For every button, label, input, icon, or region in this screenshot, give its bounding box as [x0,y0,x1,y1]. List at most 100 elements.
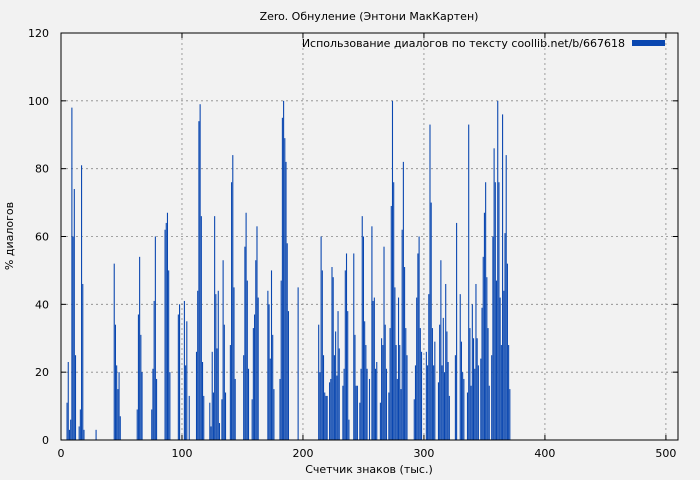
bar [164,229,166,440]
bar [273,389,275,440]
bar [343,368,345,440]
bar [359,402,361,440]
bar [247,368,250,440]
bar [287,311,289,440]
bar [188,395,190,440]
bar [345,253,348,440]
bar [509,389,511,440]
bar [443,372,446,440]
bar [433,365,435,440]
bar [487,328,489,440]
bar [232,155,234,440]
bar [222,260,224,440]
bar [425,351,427,440]
bar [491,355,493,440]
bar [179,304,181,440]
bar [440,260,442,440]
bar [331,267,333,440]
bar [66,402,68,440]
bar [324,392,326,440]
bar [477,365,479,440]
bar [186,321,188,440]
bar [78,426,80,440]
bar [347,311,349,440]
bar [332,277,334,440]
bar [246,280,248,440]
bar [322,355,325,440]
bar [221,399,223,440]
bar [231,182,233,440]
bar [430,202,432,440]
bar [153,300,155,440]
bar [385,368,387,440]
bar [210,426,212,440]
bar [325,395,327,440]
bar [406,355,408,440]
bar [460,341,462,440]
bar [70,419,72,440]
bar [330,378,332,440]
bar [224,392,227,440]
bar [402,161,404,440]
bar [202,361,204,440]
bar [355,385,357,440]
bar [468,124,470,440]
bar [390,205,392,440]
bar [505,155,507,440]
plot-area [61,33,678,440]
bar [356,385,358,440]
legend: Использование диалогов по тексту coollib… [302,37,665,50]
y-tick-label: 0 [42,434,49,447]
bar [269,358,271,440]
bar [329,382,331,440]
bar [338,348,340,440]
y-tick-label: 100 [28,95,49,108]
bar [463,378,465,440]
bar [203,395,205,440]
x-tick-label: 500 [655,447,676,460]
bar [74,355,77,440]
y-tick-label: 20 [35,366,49,379]
bar [117,389,119,440]
bar [318,324,320,440]
x-tick-label: 400 [534,447,555,460]
bar [114,324,116,440]
bar [394,287,396,440]
bar [256,226,258,440]
bar [72,236,74,440]
bar [136,409,138,440]
bar [156,378,158,440]
bar [281,117,283,441]
bar [372,300,374,440]
bar [333,355,335,440]
y-tick-label: 60 [35,231,49,244]
bar [270,270,273,440]
bar [233,287,235,440]
bar [354,334,356,440]
bar [480,358,482,440]
bar [139,256,141,440]
bar [366,368,368,440]
bar [169,372,171,440]
bar [280,280,282,440]
bar [492,236,494,440]
bar [185,365,187,440]
bar [466,392,469,440]
bar [393,182,395,440]
bar [214,216,216,440]
bar [395,345,397,440]
bar [326,395,328,440]
bar [337,311,339,440]
bar [506,263,508,440]
bar [446,331,448,440]
bar [497,100,499,440]
bar [199,104,201,440]
bar [371,226,373,440]
bar [442,317,444,440]
bar [211,351,213,440]
bar [472,338,475,440]
bar [483,212,485,440]
bar [286,243,288,440]
